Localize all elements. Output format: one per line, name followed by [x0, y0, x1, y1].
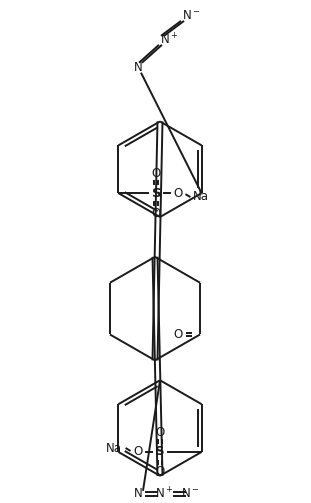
- Text: O: O: [155, 465, 164, 478]
- Text: N$^-$: N$^-$: [181, 487, 199, 500]
- Text: Na: Na: [193, 190, 208, 203]
- Text: O: O: [152, 166, 161, 180]
- Text: O: O: [152, 207, 161, 219]
- Text: O: O: [133, 446, 142, 458]
- Text: S: S: [152, 187, 161, 200]
- Text: N: N: [134, 61, 142, 74]
- Text: N$^+$: N$^+$: [160, 32, 179, 47]
- Text: O: O: [174, 187, 183, 200]
- Text: O: O: [174, 328, 183, 341]
- Text: N$^-$: N$^-$: [182, 10, 201, 23]
- Text: Na: Na: [105, 443, 122, 456]
- Text: S: S: [155, 446, 165, 458]
- Text: N: N: [134, 487, 142, 500]
- Text: O: O: [155, 426, 164, 439]
- Text: N$^+$: N$^+$: [155, 486, 173, 501]
